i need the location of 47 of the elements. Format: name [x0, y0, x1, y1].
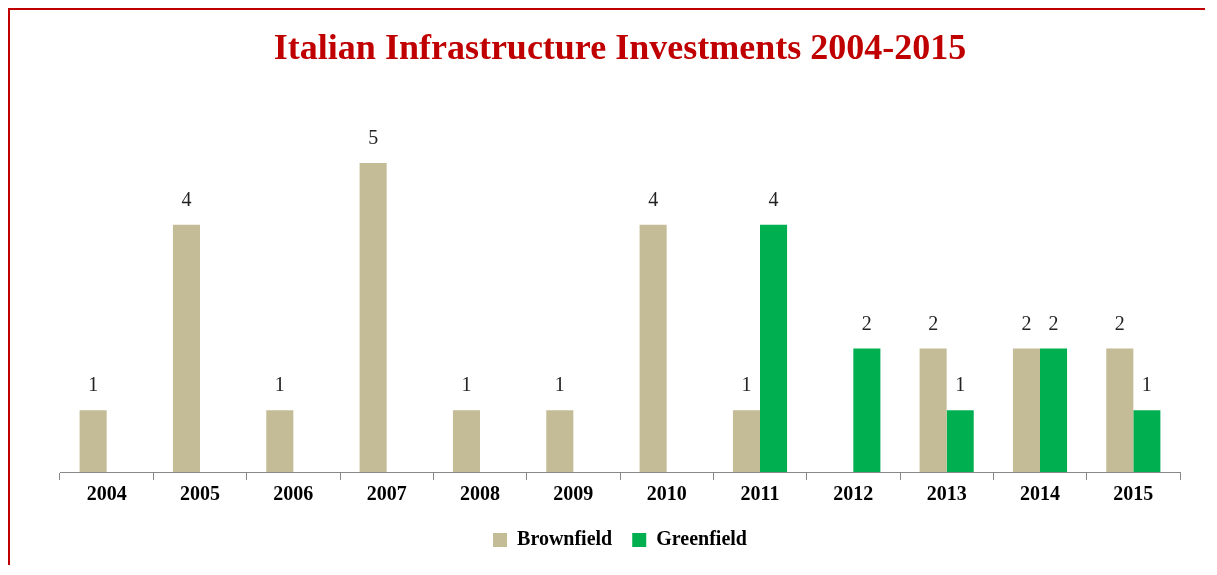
- data-label: 1: [741, 373, 752, 396]
- x-tick-label: 2005: [180, 482, 220, 505]
- bar: [732, 410, 760, 472]
- bar: [1012, 348, 1040, 472]
- x-tick-label: 2014: [1020, 482, 1060, 505]
- bar: [639, 224, 667, 472]
- data-label: 1: [1141, 373, 1152, 396]
- data-label: 1: [461, 373, 472, 396]
- data-label: 5: [368, 126, 379, 149]
- data-label: 1: [274, 373, 285, 396]
- bar: [172, 224, 200, 472]
- x-tick-label: 2012: [833, 482, 874, 505]
- data-label: 2: [861, 311, 872, 334]
- bar: [359, 163, 387, 472]
- bar: [452, 410, 480, 472]
- x-tick-label: 2007: [366, 482, 407, 505]
- data-label: 2: [1048, 311, 1059, 334]
- data-label: 1: [88, 373, 99, 396]
- chart-title: Italian Infrastructure Investments 2004-2015: [273, 26, 967, 67]
- x-tick-label: 2006: [273, 482, 314, 505]
- x-tick-label: 2011: [740, 482, 780, 505]
- bar: [79, 410, 107, 472]
- bar: [1133, 410, 1161, 472]
- bar: [546, 410, 574, 472]
- bar: [946, 410, 974, 472]
- bar: [760, 224, 788, 472]
- data-label: 2: [1021, 311, 1032, 334]
- x-tick-label: 2010: [646, 482, 687, 505]
- x-tick-label: 2008: [460, 482, 500, 505]
- data-label: 1: [955, 373, 966, 396]
- bar: [266, 410, 294, 472]
- bar: [919, 348, 947, 472]
- data-label: 2: [928, 311, 939, 334]
- x-tick-label: 2004: [86, 482, 127, 505]
- bar: [853, 348, 881, 472]
- bar: [1106, 348, 1134, 472]
- data-label: 1: [554, 373, 565, 396]
- data-label: 4: [768, 188, 779, 211]
- data-label: 4: [648, 188, 659, 211]
- x-tick-label: 2009: [553, 482, 594, 505]
- data-label: 4: [181, 188, 192, 211]
- x-tick-label: 2015: [1113, 482, 1154, 505]
- data-label: 2: [1114, 311, 1125, 334]
- legend-label: Greenfield: [656, 527, 747, 550]
- legend-label: Brownfield: [517, 527, 613, 550]
- x-tick-label: 2013: [926, 482, 967, 505]
- bar: [1040, 348, 1068, 472]
